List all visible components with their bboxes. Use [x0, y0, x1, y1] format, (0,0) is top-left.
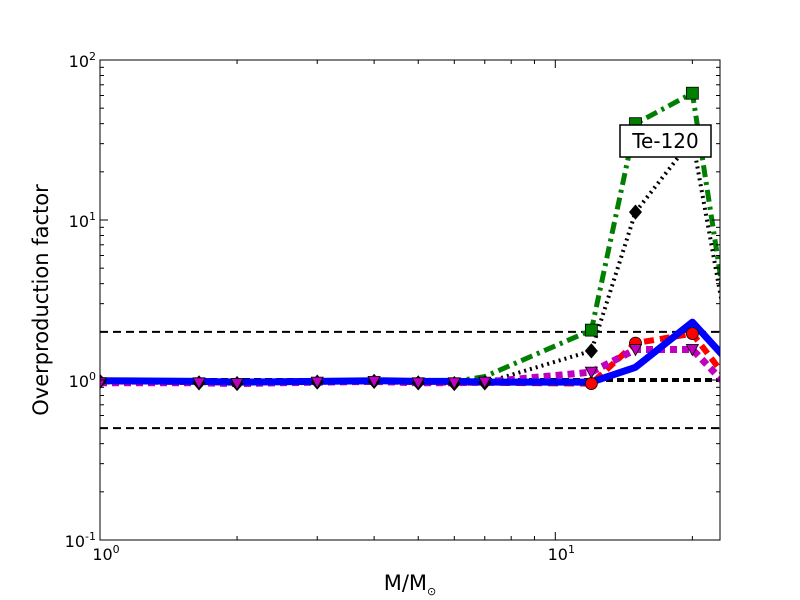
x-axis-label-subscript: ⊙	[427, 585, 436, 598]
data-point-3-3	[310, 376, 324, 389]
x-tick-label-1: 101	[548, 543, 575, 564]
x-tick-label-1-exp: 1	[568, 543, 575, 556]
y-tick-label-3: 102	[69, 50, 96, 71]
annotation: Te-120	[619, 124, 712, 158]
y-tick-label-0-base: 10	[65, 532, 85, 551]
data-point-2-0	[584, 377, 598, 390]
data-point-0-0	[584, 323, 598, 337]
annotation-label: Te-120	[631, 129, 699, 153]
y-tick-label-3-exp: 2	[89, 50, 96, 63]
data-point-3-10	[685, 344, 700, 357]
plot-frame	[99, 59, 721, 541]
y-tick-label-1-exp: 0	[89, 370, 96, 383]
x-axis-label: M/M⊙	[384, 571, 437, 598]
x-tick-label-0-exp: 0	[113, 543, 120, 556]
data-point-3-6	[447, 377, 461, 390]
data-point-3-2	[230, 378, 244, 391]
data-point-3-8	[584, 366, 599, 379]
annotation-box	[619, 124, 712, 158]
plot-background	[100, 60, 720, 540]
data-point-0-2	[685, 86, 699, 100]
data-point-3-7	[478, 376, 492, 389]
data-point-3-11	[730, 391, 742, 402]
x-tick-label-0: 100	[92, 543, 119, 564]
data-point-3-4	[367, 376, 381, 389]
y-tick-label-0-exp: -1	[85, 530, 96, 543]
y-tick-label-2-exp: 1	[89, 210, 96, 223]
y-tick-label-1-base: 10	[69, 372, 89, 391]
y-tick-label-2: 101	[69, 210, 96, 231]
y-tick-label-3-base: 10	[69, 52, 89, 71]
data-point-2-2	[685, 327, 699, 340]
data-point-1-9	[628, 204, 643, 220]
data-point-3-0	[100, 377, 107, 390]
x-tick-label-0-base: 10	[92, 545, 112, 564]
x-axis-label-main: M/M	[384, 571, 427, 595]
data-point-3-9	[628, 344, 643, 357]
y-axis-label: Overproduction factor	[29, 184, 53, 416]
data-point-3-1	[192, 377, 206, 390]
series-layer	[100, 90, 720, 388]
x-tick-label-1-base: 10	[548, 545, 568, 564]
series-line-4	[100, 318, 720, 386]
data-point-1-8	[584, 343, 598, 359]
y-tick-label-0: 10-1	[65, 530, 96, 551]
data-point-3-5	[411, 377, 425, 390]
y-tick-label-2-base: 10	[69, 212, 89, 231]
y-tick-label-1: 100	[69, 370, 96, 391]
